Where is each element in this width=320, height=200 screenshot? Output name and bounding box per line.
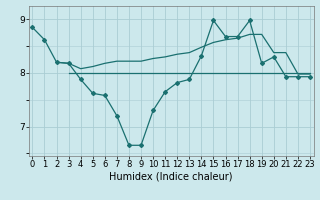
X-axis label: Humidex (Indice chaleur): Humidex (Indice chaleur) — [109, 172, 233, 182]
